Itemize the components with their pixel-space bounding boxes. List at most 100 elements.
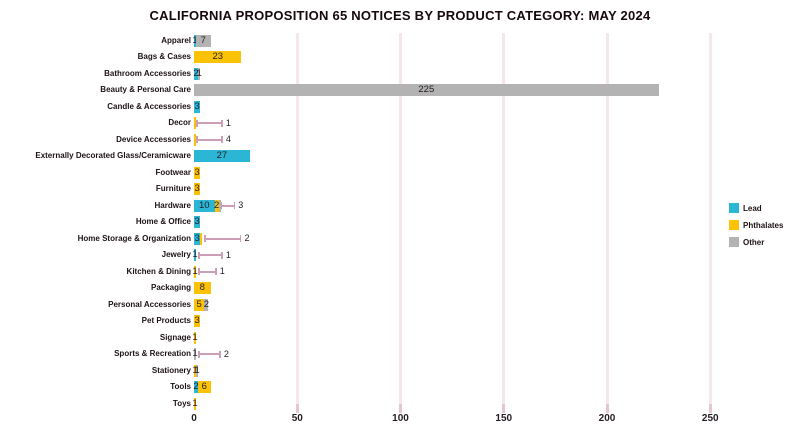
whisker-cap-left [204,235,206,242]
bar-value-label: 3 [194,166,200,178]
category-label: Externally Decorated Glass/Ceramicware [35,151,191,160]
category-label: Kitchen & Dining [126,266,191,276]
bar-value-label: 3 [194,232,200,244]
whisker-cap-right [221,119,223,127]
category-label: Signage [159,332,191,342]
whisker-value-label: 3 [238,200,244,210]
whisker-value-label: 1 [219,266,225,276]
axis-tick [295,404,299,413]
legend-label: Lead [743,203,762,213]
category-label: Home & Office [135,217,191,226]
bar-segment-other [194,348,197,360]
bar-segment-lead [194,381,199,393]
legend-item-lead: Lead [729,203,783,213]
category-label: Sports & Recreation [114,349,191,358]
category-label: Device Accessories [116,134,191,144]
whisker-line [198,270,217,273]
bar-segment-lead [194,216,201,228]
bar-segment-lead [194,150,250,162]
bar-segment-phthalates [194,166,201,179]
bar-segment-phthalates [194,51,242,63]
bar-value-label: 6 [201,381,207,392]
category-label: Bathroom Accessories [104,68,191,78]
bar-value-label: 1 [192,397,198,409]
bar-segment-other [196,34,211,47]
bar-segment-phthalates [194,282,211,294]
category-label: Furniture [155,184,191,193]
whisker-line [196,122,223,124]
legend: Lead Phthalates Other [729,203,783,254]
whisker-value-label: 2 [244,233,250,243]
bar-value-label: 1 [192,331,198,343]
bar-value-label: 1 [194,364,200,376]
category-label: Toys [172,398,191,408]
category-label: Beauty & Personal Care [100,85,191,94]
x-tick-label: 0 [191,413,197,424]
bar-segment-phthalates [198,381,211,393]
legend-item-phthalates: Phthalates [729,220,783,230]
bar-value-label: 10 [199,199,210,211]
category-label: Candle & Accessories [107,101,191,111]
bar-segment-phthalates [194,315,201,327]
x-tick-label: 50 [291,413,303,424]
category-label: Jewelry [161,250,191,259]
bar-segment-other [204,298,209,311]
category-label: Personal Accessories [108,299,191,309]
whisker-cap-left [220,202,223,209]
chart-title: CALIFORNIA PROPOSITION 65 NOTICES BY PRO… [149,8,651,23]
bar-segment-phthalates [194,298,205,311]
category-label: Decor [168,118,191,127]
x-tick-label: 100 [392,413,409,424]
bar-value-label: 7 [200,34,206,46]
whisker-cap-left [198,350,200,358]
whisker-cap-left [198,251,200,259]
bar-value-label: 2 [203,298,210,310]
whisker-value-label: 1 [225,249,231,260]
whisker-cap-right [221,136,223,143]
bar-segment-phthalates [194,183,201,195]
bar-segment-other [196,364,199,377]
whisker-cap-right [239,235,242,242]
gridline [605,33,609,406]
bar-value-label: 8 [199,282,205,293]
bar-segment-lead [194,34,197,47]
x-tick-label: 150 [495,413,513,424]
category-label: Hardware [154,200,191,210]
gridline [295,33,299,406]
whisker-line [198,353,221,355]
legend-label: Phthalates [743,220,784,230]
bar-value-label: 3 [194,315,200,326]
whisker-cap-right [221,251,223,259]
bar-value-label: 225 [418,84,435,95]
category-label: Apparel [161,35,191,45]
bar-value-label: 5 [196,298,202,310]
whisker-value-label: 4 [225,134,231,144]
bar-value-label: 1 [192,348,198,359]
bar-value-label: 2 [193,381,199,392]
whisker-cap-left [198,268,200,275]
bar-value-label: 1 [196,67,202,79]
legend-swatch-other [729,237,739,247]
bar-value-label: 27 [216,150,228,161]
whisker-cap-right [219,350,221,358]
bar-segment-lead [194,199,215,212]
bar-value-label: 3 [194,100,200,112]
legend-swatch-lead [729,203,739,213]
bar-value-label: 1 [192,34,198,46]
bar-value-label: 3 [194,183,200,194]
category-label: Stationery [151,365,191,375]
bar-segment-phthalates [194,364,197,377]
axis-tick [399,404,402,413]
legend-item-other: Other [729,237,783,247]
bar-value-label: 2 [214,199,220,211]
whisker-cap-left [196,119,198,127]
category-label: Tools [170,382,191,391]
whisker-value-label: 2 [223,348,229,359]
gridline [708,33,712,406]
whisker-cap-right [233,202,236,209]
bar-value-label: 1 [192,249,198,260]
whisker-value-label: 1 [225,117,231,128]
bar-segment-other [218,199,221,212]
gridline [502,33,506,406]
bar-segment-phthalates [194,133,197,146]
